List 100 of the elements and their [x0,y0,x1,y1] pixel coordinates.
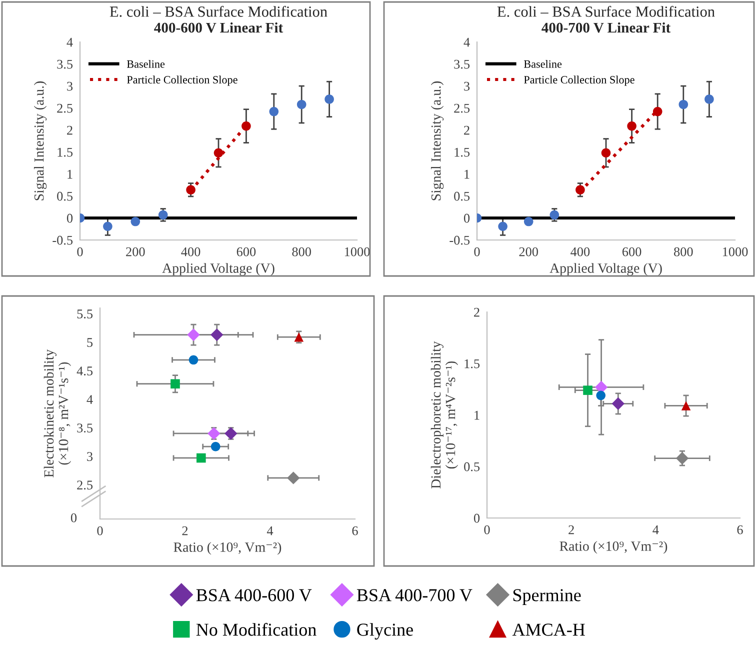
legend-label: AMCA-H [512,624,585,636]
point [269,106,279,116]
y-tick-label: 2 [67,126,72,135]
point [704,94,714,104]
y-tick-label: 2 [464,126,470,135]
point [627,121,636,131]
y-tick-label: 2.5 [57,104,73,113]
y-tick-label: 1 [474,410,480,420]
x-axis-title: Applied Voltage (V) [162,263,274,276]
y-tick-label: 5.5 [77,310,93,318]
point [103,222,112,232]
point [576,185,585,194]
point [676,452,689,465]
legend-label: Particle Collection Slope [524,76,634,86]
y-tick-label: 1.5 [58,148,73,157]
x-tick-label: 600 [622,247,642,256]
point [242,121,251,131]
x-tick-label: 4 [652,525,659,534]
legend-label: Baseline [524,60,562,68]
y-tick-label: 0 [474,514,480,523]
y-tick-label: 0.5 [464,462,480,472]
legend-label: Baseline [126,60,165,68]
y-tick-label: 3.5 [57,60,73,69]
point [210,442,220,452]
y-tick-label: 2.5 [454,104,470,113]
point [188,355,198,365]
chart-subtitle: 400-700 V Linear Fit [542,22,671,33]
y-axis-title: Dielectrophoretic mobility (×10⁻¹⁷, m⁴V⁻²s⁻¹) [430,341,458,488]
y-tick-label: 0.5 [454,192,470,201]
x-tick-label: 2 [568,525,574,534]
y-tick-label: 4 [464,38,470,47]
point [601,148,611,158]
point [324,94,334,104]
point [208,427,220,440]
point [498,222,508,232]
point [196,453,206,463]
point [186,185,196,194]
x-tick-label: 600 [236,247,256,256]
point [583,386,592,395]
y-tick-label: -0.5 [52,236,73,245]
y-tick-label: 3 [67,82,73,91]
x-tick-label: 200 [126,247,145,256]
legend-label: Particle Collection Slope [126,76,238,86]
x-axis-title: Applied Voltage (V) [550,263,662,276]
point [524,216,534,226]
x-tick-label: 200 [519,247,538,256]
x-tick-label: 400 [181,247,200,256]
x-tick-label: 800 [292,247,311,256]
x-tick-label: 6 [352,526,358,536]
point [210,328,224,342]
point [596,390,606,400]
x-tick-label: 0 [97,526,103,536]
x-axis-title: Ratio (×10⁹, Vm⁻²) [174,542,282,555]
y-tick-label: 4 [86,395,93,404]
legend-label: Spermine [513,589,581,605]
y-axis-title: Electrokinetic mobility (×10⁻⁸, m²V⁻¹s⁻¹) [44,349,72,478]
y-tick-label: -0.5 [450,236,470,245]
y-tick-label: 1.5 [464,359,480,368]
x-tick-label: 0 [484,525,490,534]
point [652,106,662,116]
x-axis-title: Ratio (×10⁹, Vm⁻²) [560,541,668,554]
x-tick-label: 2 [182,526,188,536]
point [296,100,306,110]
point [187,328,200,342]
point [214,148,224,158]
y-tick-label: 3.5 [77,424,93,433]
y-tick-label: 1.5 [454,148,470,157]
y-tick-label: 4 [66,38,73,47]
y-tick-label: 1 [464,170,470,179]
point [287,472,300,484]
chart-subtitle: 400-600 V Linear Fit [154,22,284,33]
y-tick-label: 4.5 [76,366,93,376]
x-tick-label: 1000 [722,247,748,256]
x-tick-label: 6 [737,525,743,534]
y-tick-label: 2.5 [77,480,93,490]
y-tick-label: 0 [464,214,470,223]
y-tick-label: 3 [87,452,93,461]
x-tick-label: 800 [674,247,693,256]
y-axis-title: Signal Intensity (a.u.) [34,81,47,200]
point [678,100,688,110]
x-tick-label: 1000 [344,247,370,256]
y-axis-title: Signal Intensity (a.u.) [430,81,444,200]
chart-title: E. coli – BSA Surface Modification [497,6,715,17]
y-tick-label: 3.5 [454,60,470,69]
y-tick-label: 0.5 [57,192,73,201]
y-tick-label: 2 [474,308,480,317]
x-tick-label: 400 [570,247,590,256]
chart-title: E. coli – BSA Surface Modification [110,6,328,17]
point [130,216,140,226]
x-tick-label: 4 [266,526,274,536]
y-tick-label: 3 [464,82,470,91]
legend-label: BSA 400-700 V [356,589,472,602]
point [170,379,180,389]
legend-label: No Modification [196,622,316,636]
legend-label: Glycine [357,623,413,640]
legend-label: BSA 400-600 V [196,589,312,602]
y-tick-label: 1 [68,170,72,179]
y-tick-label: 0 [66,214,73,223]
point [612,397,625,410]
point [224,427,238,440]
